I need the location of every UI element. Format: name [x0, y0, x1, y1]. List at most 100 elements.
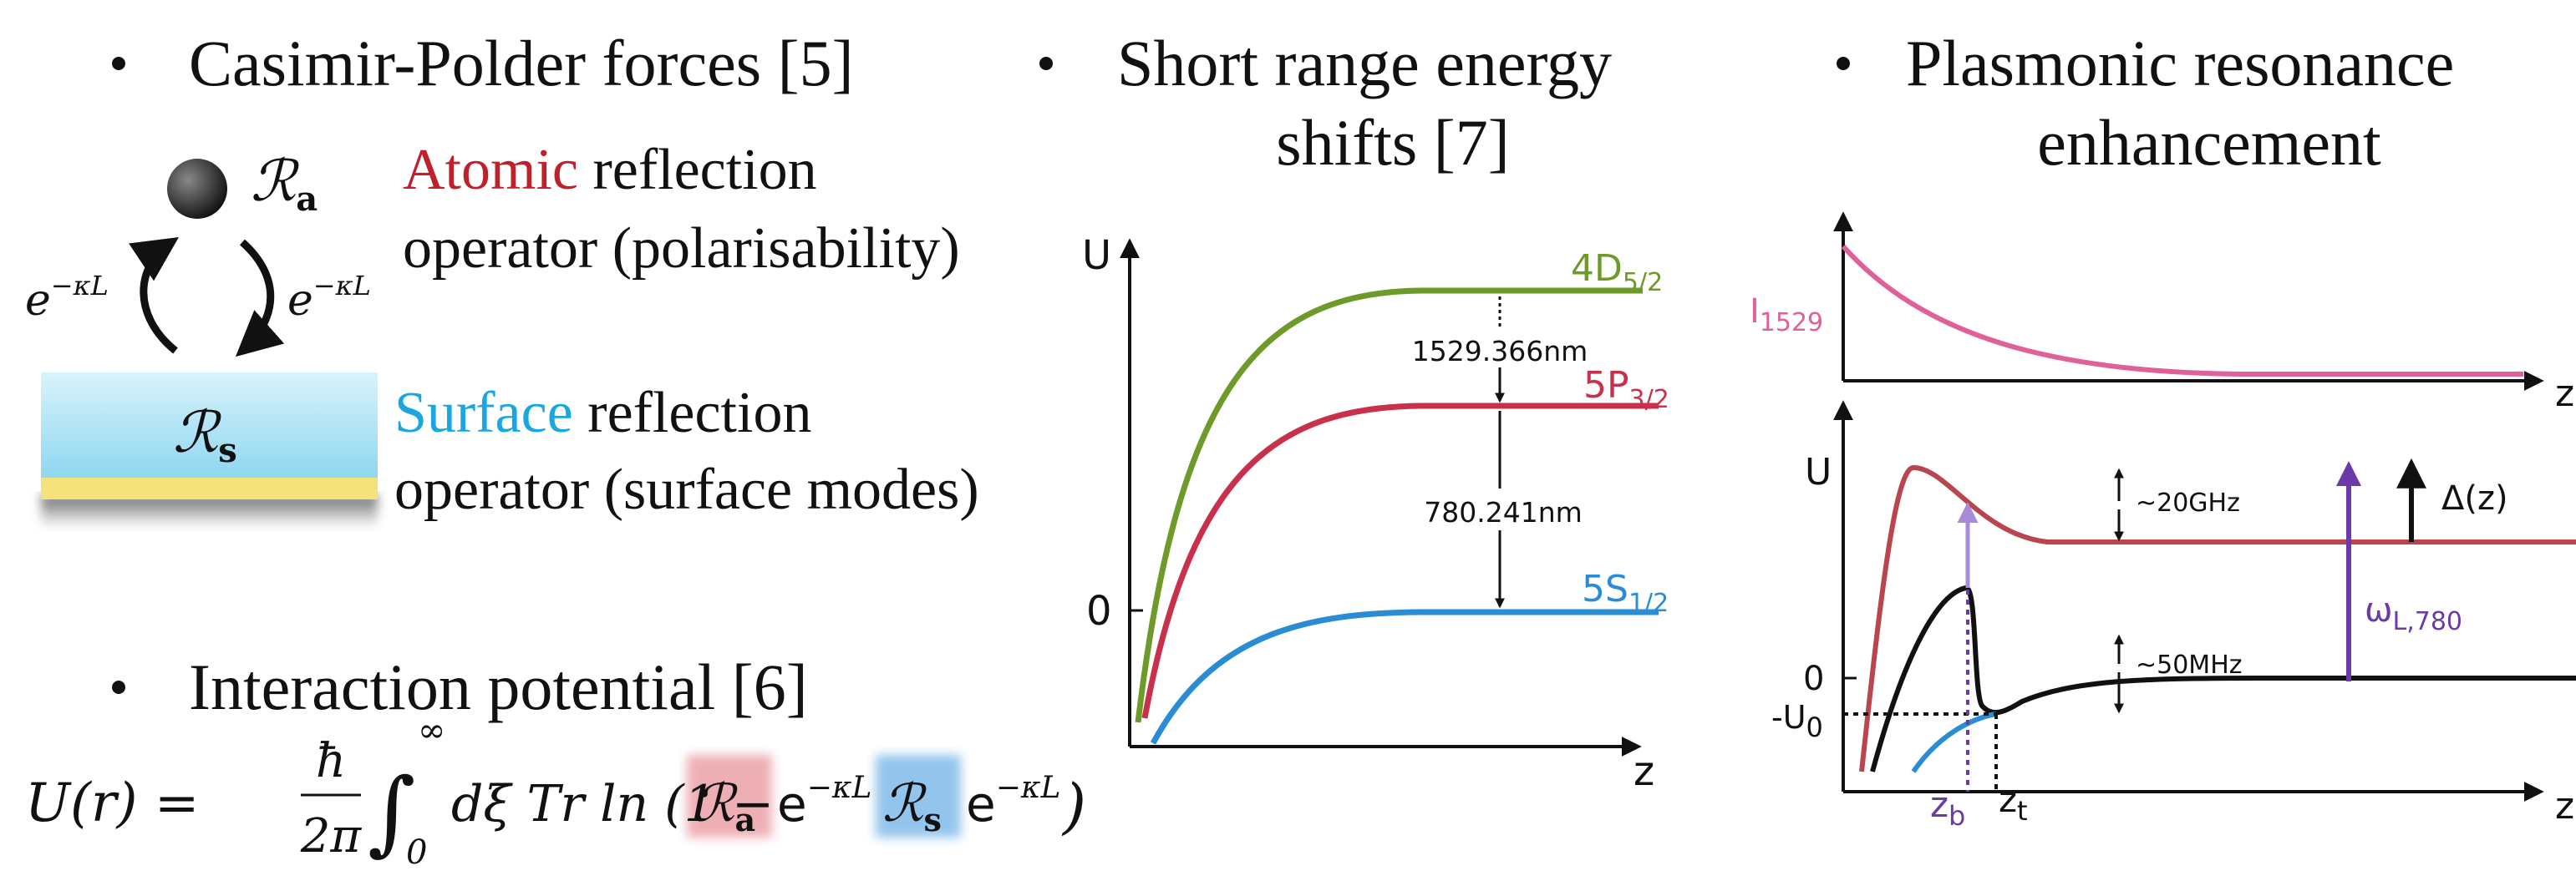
base: e — [287, 276, 313, 326]
title-line: Short range energy — [1117, 27, 1612, 99]
arrow-down — [235, 239, 285, 357]
axis-label: z — [2555, 372, 2574, 415]
right-panel: Plasmonic resonance enhancement I1529 z … — [1750, 27, 2576, 832]
highlight-box — [876, 755, 961, 838]
formula: U(r) = ħ 2π ∫ ∞ 0 dξ Tr ln (1 − ℛa e−κL … — [25, 711, 1086, 871]
title-line: Plasmonic resonance — [1906, 27, 2454, 99]
highlight: Surface — [394, 381, 573, 445]
main: 5P — [1583, 364, 1629, 407]
main: ω — [2365, 591, 2393, 630]
lower-limit: 0 — [406, 833, 427, 871]
zero-label: 0 — [1803, 660, 1824, 698]
subscript: t — [2017, 795, 2028, 827]
formula-term: ℛa — [694, 772, 755, 838]
formula-term: e−κL — [966, 771, 1060, 833]
atomic-line2: operator (polarisability) — [403, 216, 960, 281]
axis-label: z — [2555, 785, 2574, 828]
highlight: Atomic — [403, 138, 578, 202]
upper-limit: ∞ — [418, 711, 445, 750]
level-label: 5S1/2 — [1582, 568, 1669, 618]
atom — [167, 159, 227, 219]
formula-term: e−κL — [777, 771, 871, 833]
subscript: 0 — [1806, 711, 1823, 743]
base: e — [966, 776, 996, 833]
level-curve — [1150, 609, 1659, 745]
exponent: −κL — [807, 771, 872, 805]
surface-symbol: ℛs — [173, 400, 237, 470]
potential-curve — [1870, 585, 2576, 772]
subscript: s — [218, 431, 237, 470]
subscript: a — [296, 180, 318, 219]
symbol: ℛ — [882, 772, 927, 833]
level-curve — [1135, 287, 1643, 723]
omega-label: ωL,780 — [2365, 591, 2462, 636]
formula-term: ℛs — [882, 772, 942, 838]
intensity-label: I1529 — [1750, 292, 1823, 337]
left-panel: Casimir-Polder forces [5] ℛa Atomic refl… — [25, 27, 1086, 871]
main: z — [1999, 779, 2017, 820]
symbol: ℛ — [694, 772, 739, 833]
base: e — [25, 276, 51, 326]
formula-lhs: U(r) = — [25, 772, 199, 834]
base: e — [777, 776, 807, 833]
level-label: 4D5/2 — [1571, 247, 1663, 297]
main: 4D — [1571, 247, 1623, 290]
integral: ∫ — [368, 758, 415, 865]
surface-block — [41, 372, 378, 478]
u0-label: -U0 — [1771, 699, 1823, 743]
formula-body: dξ Tr ln (1 − — [451, 775, 774, 833]
zero-label: 0 — [1086, 588, 1112, 635]
potential-curve — [1859, 464, 2576, 772]
denominator: 2π — [300, 809, 363, 863]
bullet-text: Interaction potential [6] — [189, 651, 808, 723]
level-curve — [1141, 403, 1659, 719]
intensity-curve — [1841, 244, 2523, 377]
symbol: ℛ — [251, 149, 300, 215]
atomic-line1: Atomic reflection — [403, 138, 817, 202]
bullet — [112, 57, 125, 70]
subscript: 5/2 — [1623, 268, 1663, 297]
surface-line1: Surface reflection — [394, 381, 811, 445]
surface-line2: operator (surface modes) — [394, 458, 979, 522]
delta-label: Δ(z) — [2441, 479, 2508, 518]
close-paren: ) — [1061, 771, 1086, 841]
atom-symbol: ℛa — [251, 149, 318, 219]
bullet — [1039, 57, 1053, 70]
highlight-box — [687, 755, 772, 838]
wavelength-label: 780.241nm — [1424, 496, 1583, 529]
exponent: −κL — [996, 771, 1061, 805]
title-line: shifts [7] — [1276, 106, 1509, 179]
zt-label: zt — [1999, 779, 2028, 827]
bullet — [1837, 57, 1850, 70]
text: reflection — [573, 381, 812, 445]
exp-label: e−κL — [287, 270, 371, 326]
main: I — [1750, 292, 1760, 331]
main: -U — [1771, 699, 1806, 736]
subscript: s — [923, 801, 941, 838]
zb-label: zb — [1930, 784, 1965, 832]
subscript: 3/2 — [1629, 385, 1669, 414]
axis-label: U — [1082, 232, 1111, 279]
gap-label: ~20GHz — [2136, 489, 2240, 518]
subscript: 1/2 — [1628, 589, 1669, 618]
exp-label: e−κL — [25, 270, 109, 326]
axis-label: z — [1633, 748, 1654, 795]
bullet — [112, 681, 125, 694]
subscript: b — [1949, 800, 1965, 832]
title-line: enhancement — [2037, 106, 2381, 179]
level-label: 5P3/2 — [1583, 364, 1669, 414]
bullet-text: Casimir-Polder forces [5] — [189, 27, 854, 99]
main: z — [1930, 784, 1949, 825]
wavelength-label: 1529.366nm — [1412, 335, 1588, 367]
axis-label: U — [1805, 451, 1832, 494]
text: reflection — [578, 138, 817, 202]
subscript: 1529 — [1760, 308, 1823, 337]
surface-shadow — [41, 494, 378, 528]
surface-substrate — [41, 478, 378, 499]
exponent: −κL — [313, 270, 371, 301]
subscript: L,780 — [2393, 607, 2463, 636]
symbol: ℛ — [173, 400, 222, 466]
gap-label: ~50MHz — [2136, 651, 2243, 680]
main: 5S — [1582, 568, 1628, 610]
